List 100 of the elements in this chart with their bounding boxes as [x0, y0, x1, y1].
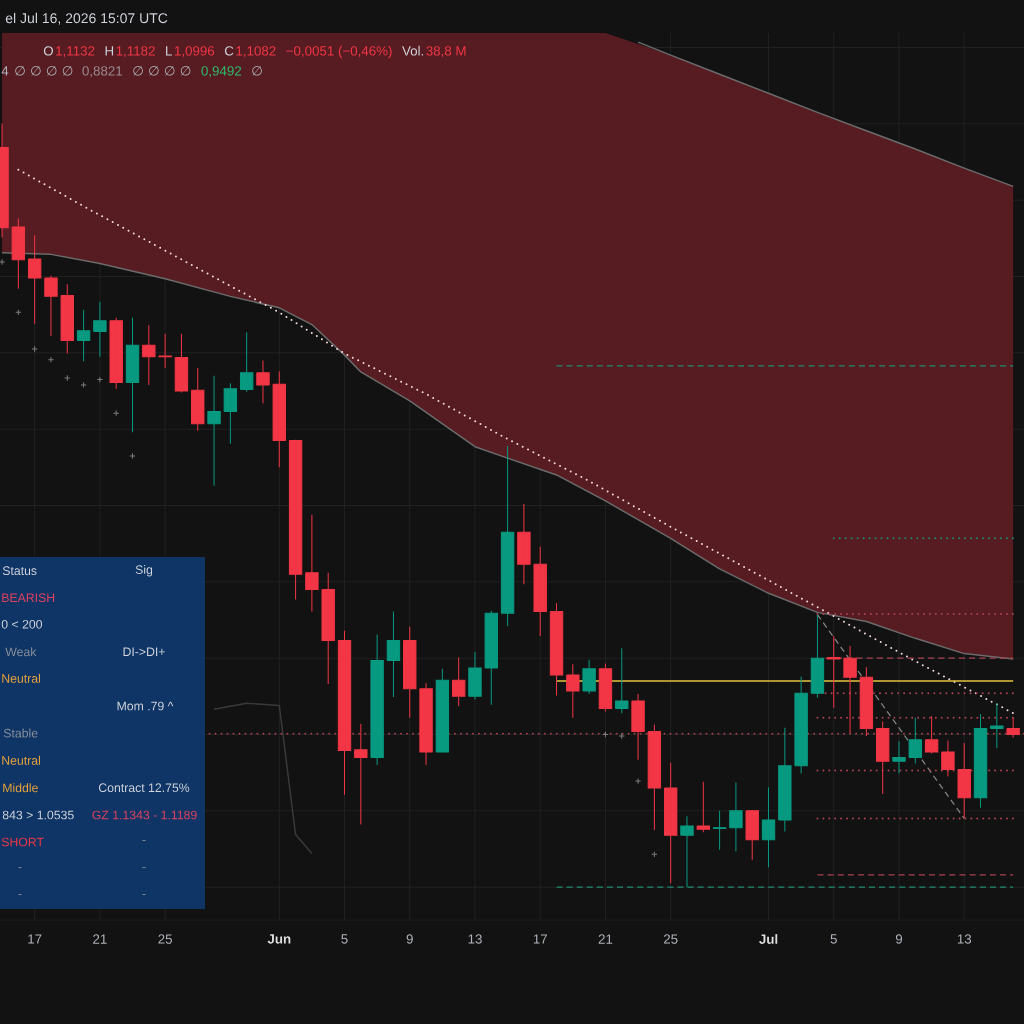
candlestick	[93, 301, 107, 358]
candlestick	[239, 331, 254, 393]
x-tick-label: 21	[598, 934, 613, 944]
x-tick-label: 5	[830, 934, 837, 944]
x-tick-label: 9	[406, 934, 413, 944]
candlestick	[484, 610, 498, 706]
text: O	[43, 46, 54, 56]
annotation: Neutral	[2, 755, 40, 765]
candlestick	[990, 702, 1004, 749]
annotation: -	[142, 867, 146, 869]
candlestick	[549, 602, 564, 697]
candlestick	[256, 359, 270, 404]
candlestick	[794, 675, 808, 774]
annotation: BEARISH	[2, 593, 55, 603]
point	[129, 452, 136, 460]
annotation: -	[142, 840, 146, 842]
candlestick	[745, 809, 759, 861]
annotation: Contract 12.75%	[98, 783, 190, 793]
candlestick	[924, 715, 939, 755]
text: 1,0996	[174, 46, 215, 58]
text: 1,1132	[56, 46, 95, 58]
candlestick	[712, 810, 727, 851]
candlestick	[125, 317, 140, 433]
annotation: 843 > 1.0535	[2, 810, 74, 820]
text: H	[105, 46, 114, 56]
candlestick	[109, 317, 123, 390]
x-tick-label: 25	[158, 934, 172, 944]
annotation: SHORT	[1, 837, 44, 847]
candlestick	[892, 740, 906, 774]
candlestick	[468, 651, 482, 700]
text: 1,1182	[116, 46, 155, 58]
candlestick	[207, 375, 221, 487]
text: 1,1082	[236, 46, 276, 58]
candlestick	[142, 324, 156, 386]
candlestick	[76, 309, 91, 362]
x-tick-label: 25	[663, 934, 678, 944]
point	[96, 376, 104, 383]
candlestick	[827, 635, 841, 709]
point	[634, 777, 642, 785]
text: -	[142, 894, 146, 896]
text: ∅ ∅ ∅ ∅	[15, 66, 73, 76]
candlestick	[174, 333, 189, 394]
candlestick	[729, 782, 743, 852]
x-tick-label: 21	[93, 934, 107, 944]
annotation: Weak	[5, 647, 37, 657]
candlestick	[598, 663, 613, 713]
candlestick	[272, 370, 286, 468]
candlestick	[370, 634, 384, 766]
annotation: Middle	[3, 783, 38, 793]
text: 38,8 M	[426, 46, 466, 58]
annotation: 0 < 200	[1, 619, 43, 629]
x-tick-label: 17	[533, 934, 547, 944]
candlestick	[223, 382, 238, 445]
text: 4	[1, 66, 9, 76]
point	[618, 732, 625, 740]
candlestick	[321, 572, 335, 685]
point	[31, 345, 38, 353]
candlestick	[419, 682, 433, 766]
text: ∅ ∅ ∅ ∅	[133, 66, 191, 76]
candlestick	[44, 275, 58, 337]
candlestick	[288, 439, 303, 600]
x-tick-label: Jul	[759, 934, 778, 944]
candlestick	[403, 626, 417, 719]
candlestick	[337, 630, 352, 796]
point	[113, 409, 120, 417]
candlestick	[973, 713, 988, 809]
candlestick	[680, 815, 694, 888]
text: el Jul 16, 2026 15:07 UTC	[5, 12, 168, 25]
point	[64, 374, 71, 382]
annotation: Neutral	[2, 673, 40, 683]
point	[80, 381, 87, 389]
text: C	[224, 46, 234, 56]
x-tick-label: 9	[895, 934, 903, 944]
candlestick	[27, 234, 42, 325]
candlestick	[500, 445, 515, 627]
candlestick	[761, 786, 776, 868]
candlestick	[696, 781, 710, 833]
x-tick-label: 13	[957, 934, 972, 944]
candlestick	[957, 742, 971, 819]
annotation: Sig	[135, 564, 153, 577]
text: ∅	[252, 66, 262, 76]
candlestick	[60, 283, 74, 355]
annotation: DI->DI+	[123, 647, 165, 656]
candlestick	[582, 659, 596, 695]
candlestick	[859, 666, 874, 737]
candlestick	[778, 727, 792, 832]
text: L	[166, 46, 172, 56]
candlestick	[663, 762, 678, 884]
text: 0,9492	[201, 66, 242, 78]
candlestick	[435, 668, 450, 754]
candlestick	[354, 723, 368, 826]
annotation: Stable	[3, 728, 38, 738]
candlestick	[517, 503, 531, 585]
x-tick-label: 5	[341, 934, 348, 944]
x-tick-label: 17	[28, 934, 42, 944]
annotation: -	[18, 867, 22, 869]
candlestick	[158, 333, 172, 369]
candlestick	[908, 717, 922, 765]
x-tick-label: Jun	[267, 934, 291, 944]
candlestick	[1006, 717, 1020, 739]
